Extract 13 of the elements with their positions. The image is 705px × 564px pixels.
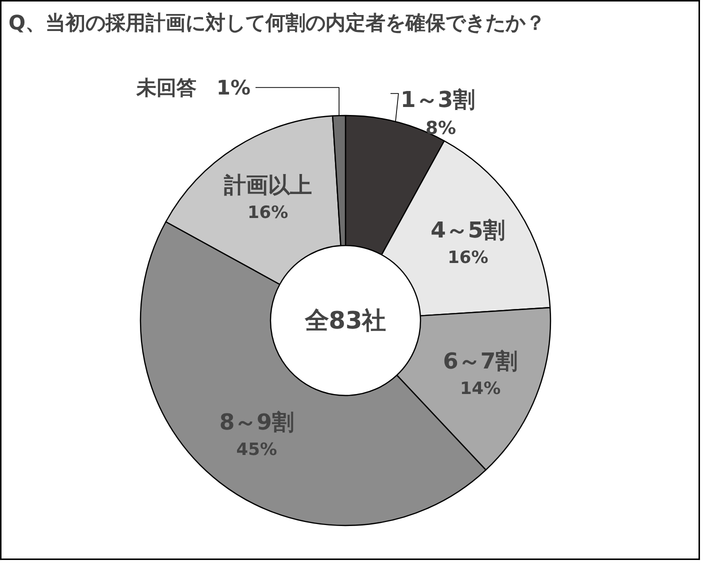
data-label: 16% — [448, 248, 488, 268]
slice-label: 計画以上 — [222, 174, 312, 199]
slice-label: 6～7割 — [443, 349, 518, 374]
slice-label: 未回答 1% — [136, 76, 251, 100]
slice-label: 8～9割 — [219, 410, 294, 436]
slice-label: 4～5割 — [430, 218, 506, 244]
data-label: 14% — [460, 378, 501, 399]
chart-title: Q、当初の採用計画に対して何割の内定者を確保できたか？ — [8, 10, 546, 34]
data-label: 8% — [426, 118, 456, 139]
data-label: 16% — [247, 203, 288, 224]
data-label: 45% — [236, 440, 277, 460]
text: 全83社 — [304, 306, 386, 334]
slice-label: 1～3割 — [400, 88, 476, 113]
